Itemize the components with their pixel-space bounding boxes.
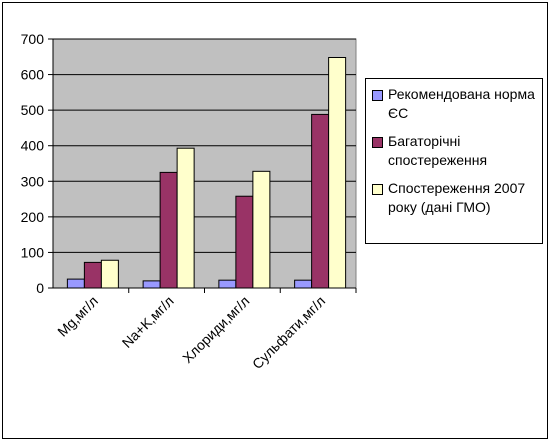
bar-3-1: [100, 259, 119, 289]
bar-1-2: [142, 280, 161, 289]
legend-label: Спостереження 2007 року (дані ГМО): [388, 180, 526, 215]
y-tick-label: 100: [21, 244, 45, 260]
bar-2-3: [235, 195, 254, 289]
legend-label: Багаторічні спостереження: [388, 133, 488, 168]
y-tick-label: 400: [21, 138, 45, 154]
x-category-labels: Mg,мг/л Na+K,мг/л Хлориди,мг/лСульфати,мг/…: [54, 293, 328, 372]
bar-1-3: [218, 279, 237, 289]
axes: [48, 38, 357, 293]
legend-swatch: [372, 184, 383, 195]
x-category-label: Mg,мг/л: [54, 293, 101, 340]
legend-item: Рекомендована норма ЄС: [372, 85, 538, 123]
bar-1-1: [66, 278, 85, 289]
bar-2-4: [311, 113, 330, 289]
legend-item: Спостереження 2007 року (дані ГМО): [372, 179, 538, 217]
gridlines: [53, 38, 356, 253]
y-tick-label: 200: [21, 209, 45, 225]
y-tick-label: 500: [21, 102, 45, 118]
bar-3-4: [328, 56, 347, 289]
bar-2-1: [83, 261, 102, 289]
legend-label: Рекомендована норма ЄС: [388, 86, 535, 121]
x-category-label: Хлориди,мг/л: [179, 293, 252, 366]
bar-1-4: [294, 279, 313, 289]
legend-swatch: [372, 90, 383, 101]
x-category-label: Сульфати,мг/л: [249, 293, 328, 372]
plot-area: [52, 38, 357, 289]
legend: Рекомендована норма ЄС Багаторічні спосте…: [365, 78, 543, 244]
y-tick-labels: 0 100 200 300 400 500 600 700: [21, 31, 45, 296]
bar-3-3: [252, 170, 271, 289]
y-tick-label: 300: [21, 173, 45, 189]
legend-item: Багаторічні спостереження: [372, 132, 538, 170]
bars: [66, 56, 347, 289]
legend-swatch: [372, 137, 383, 148]
y-tick-label: 700: [21, 31, 45, 47]
bar-3-2: [176, 147, 195, 289]
y-tick-label: 0: [36, 280, 44, 296]
y-tick-label: 600: [21, 67, 45, 83]
x-category-label: Na+K,мг/л: [119, 293, 177, 351]
bar-2-2: [159, 171, 178, 289]
